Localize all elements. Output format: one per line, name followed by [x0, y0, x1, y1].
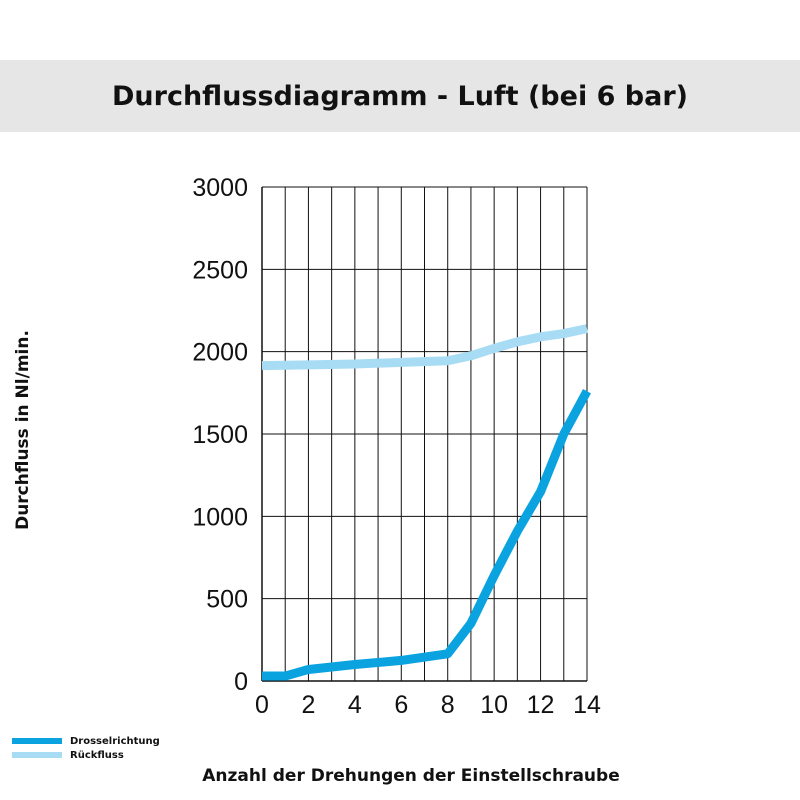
x-tick-label: 4: [348, 691, 362, 719]
y-axis-label: Durchfluss in Nl/min.: [13, 330, 33, 530]
y-tick-label: 0: [234, 668, 248, 696]
y-tick-label: 2000: [192, 339, 248, 367]
legend-swatch-rueckfluss: [12, 752, 62, 758]
y-tick-label: 2500: [192, 256, 248, 284]
y-tick-label: 3000: [192, 174, 248, 202]
title-bar: Durchflussdiagramm - Luft (bei 6 bar): [0, 60, 800, 132]
series-lines: [261, 324, 591, 681]
chart-title: Durchflussdiagramm - Luft (bei 6 bar): [112, 80, 688, 112]
x-tick-label: 10: [480, 691, 508, 719]
legend-label-rueckfluss: Rückfluss: [70, 749, 124, 761]
legend-item-drosselrichtung: Drosselrichtung: [12, 734, 160, 748]
x-axis-label: Anzahl der Drehungen der Einstellschraub…: [202, 766, 620, 786]
tick-labels: 0 500 1000 1500 2000 2500 3000 0 2 4 6 8 10 12 14: [192, 174, 601, 719]
y-tick-label: 1500: [192, 421, 248, 449]
y-tick-label: 500: [206, 586, 248, 614]
legend-label-drosselrichtung: Drosselrichtung: [70, 735, 160, 747]
series-line-r-ckfluss: [261, 324, 588, 371]
x-tick-label: 12: [527, 691, 555, 719]
series-line-drosselrichtung: [262, 389, 591, 681]
legend: Drosselrichtung Rückfluss: [12, 734, 160, 762]
x-tick-label: 8: [441, 691, 455, 719]
x-tick-label: 6: [394, 691, 408, 719]
x-tick-label: 0: [255, 691, 269, 719]
legend-swatch-drosselrichtung: [12, 738, 62, 744]
grid-lines: [261, 186, 588, 682]
axes: [261, 187, 587, 682]
x-tick-label: 14: [573, 691, 601, 719]
legend-item-rueckfluss: Rückfluss: [12, 748, 160, 762]
y-tick-label: 1000: [192, 503, 248, 531]
x-tick-label: 2: [301, 691, 315, 719]
